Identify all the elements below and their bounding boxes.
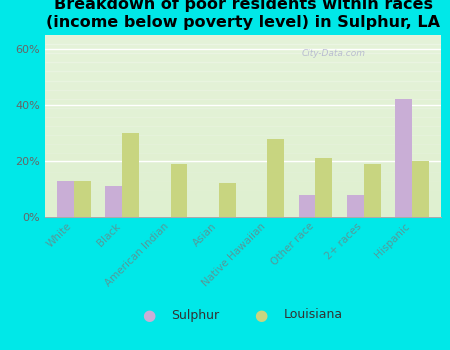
Bar [395, 99, 412, 217]
Bar [45, 135, 441, 144]
Bar [45, 108, 441, 117]
Bar [45, 144, 441, 153]
Bar [347, 195, 364, 217]
Bar [45, 44, 441, 53]
Text: City-Data.com: City-Data.com [302, 49, 366, 58]
Bar [45, 126, 441, 135]
Bar [105, 186, 122, 217]
Bar [412, 161, 429, 217]
Text: Louisiana: Louisiana [284, 308, 342, 322]
Bar [171, 164, 188, 217]
Text: ●: ● [254, 308, 268, 322]
Bar [45, 190, 441, 199]
Bar [45, 208, 441, 217]
Bar [74, 181, 91, 217]
Bar [45, 90, 441, 99]
Text: Sulphur: Sulphur [171, 308, 219, 322]
Bar [45, 172, 441, 181]
Bar [45, 71, 441, 80]
Bar [364, 164, 381, 217]
Bar [45, 35, 441, 44]
Bar [45, 153, 441, 162]
Bar [267, 139, 284, 217]
Bar [45, 181, 441, 190]
Bar [45, 62, 441, 71]
Bar [122, 133, 139, 217]
Bar [45, 80, 441, 90]
Text: ●: ● [142, 308, 155, 322]
Bar [45, 117, 441, 126]
Bar [45, 199, 441, 208]
Bar [315, 158, 333, 217]
Bar [45, 162, 441, 172]
Title: Breakdown of poor residents within races
(income below poverty level) in Sulphur: Breakdown of poor residents within races… [46, 0, 440, 30]
Bar [45, 53, 441, 62]
Bar [298, 195, 315, 217]
Bar [45, 99, 441, 108]
Bar [219, 183, 236, 217]
Bar [57, 181, 74, 217]
